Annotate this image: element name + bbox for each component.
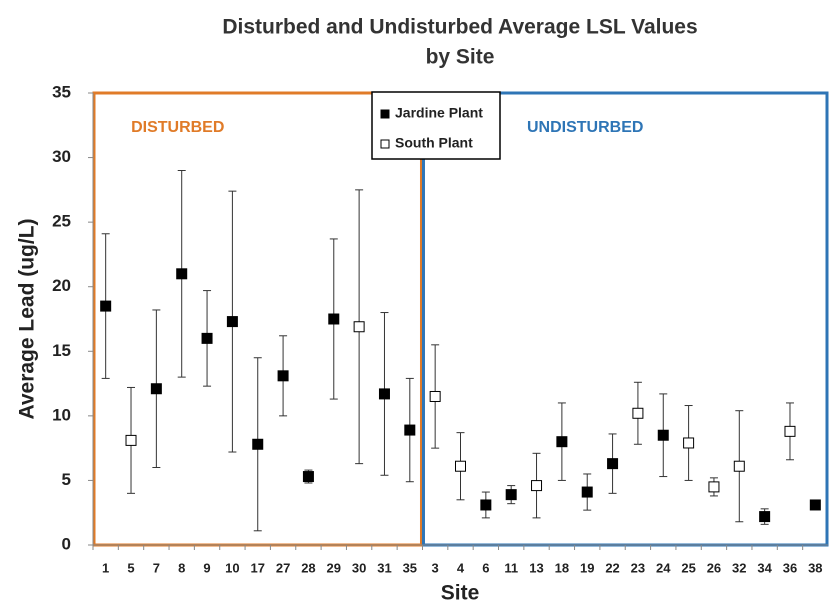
marker [353,321,365,333]
chart-title: by Site [426,46,495,69]
marker [556,436,568,448]
marker [708,481,720,493]
x-axis-label: Site [441,582,480,605]
y-tick-label: 5 [62,470,71,489]
marker [683,437,695,449]
region-label: DISTURBED [131,119,224,136]
x-tick-label: 30 [352,560,366,575]
marker [302,471,314,483]
marker [100,300,112,312]
marker [607,458,619,470]
y-tick-label: 15 [52,341,71,360]
x-tick-label: 31 [377,560,391,575]
legend-marker [380,139,390,149]
legend-label: South Plant [395,135,473,151]
x-tick-label: 8 [178,560,185,575]
marker [201,332,213,344]
marker [226,316,238,328]
marker [125,434,137,446]
x-tick-label: 26 [707,560,721,575]
y-tick-label: 25 [52,212,71,231]
marker [150,383,162,395]
x-tick-label: 29 [327,560,341,575]
x-tick-label: 1 [102,560,109,575]
x-tick-label: 9 [203,560,210,575]
x-tick-label: 19 [580,560,594,575]
legend-label: Jardine Plant [395,105,483,121]
marker [480,499,492,511]
marker [733,460,745,472]
x-tick-label: 13 [529,560,543,575]
marker [429,390,441,402]
marker [632,407,644,419]
x-tick-label: 24 [656,560,671,575]
region-box [421,91,829,547]
marker [328,313,340,325]
marker [581,486,593,498]
marker [809,499,821,511]
x-tick-label: 22 [605,560,619,575]
marker [531,480,543,492]
x-tick-label: 25 [681,560,695,575]
legend-marker [380,109,390,119]
x-tick-label: 3 [432,560,439,575]
x-tick-label: 32 [732,560,746,575]
x-tick-label: 10 [225,560,239,575]
y-tick-label: 20 [52,276,71,295]
y-axis-label: Average Lead (ug/L) [16,218,39,419]
chart-title: Disturbed and Undisturbed Average LSL Va… [222,16,697,39]
legend-box [371,91,501,160]
x-tick-label: 27 [276,560,290,575]
marker [759,511,771,523]
marker [784,425,796,437]
x-tick-label: 35 [403,560,417,575]
x-tick-label: 7 [153,560,160,575]
marker [176,268,188,280]
x-tick-label: 4 [457,560,465,575]
x-tick-label: 11 [504,560,518,575]
x-tick-label: 5 [127,560,134,575]
x-tick-label: 28 [301,560,315,575]
marker [378,388,390,400]
x-tick-label: 38 [808,560,822,575]
x-tick-label: 17 [251,560,265,575]
marker [404,424,416,436]
y-tick-label: 35 [52,82,71,101]
x-tick-label: 34 [757,560,772,575]
marker [505,489,517,501]
y-tick-label: 30 [52,147,71,166]
x-tick-label: 36 [783,560,797,575]
marker [252,438,264,450]
marker [657,429,669,441]
y-tick-label: 0 [62,534,71,553]
x-tick-label: 23 [631,560,645,575]
y-tick-label: 10 [52,405,71,424]
marker [455,460,466,472]
region-label: UNDISTURBED [527,119,643,136]
marker [277,370,289,382]
x-tick-label: 18 [555,560,569,575]
x-tick-label: 6 [482,560,489,575]
